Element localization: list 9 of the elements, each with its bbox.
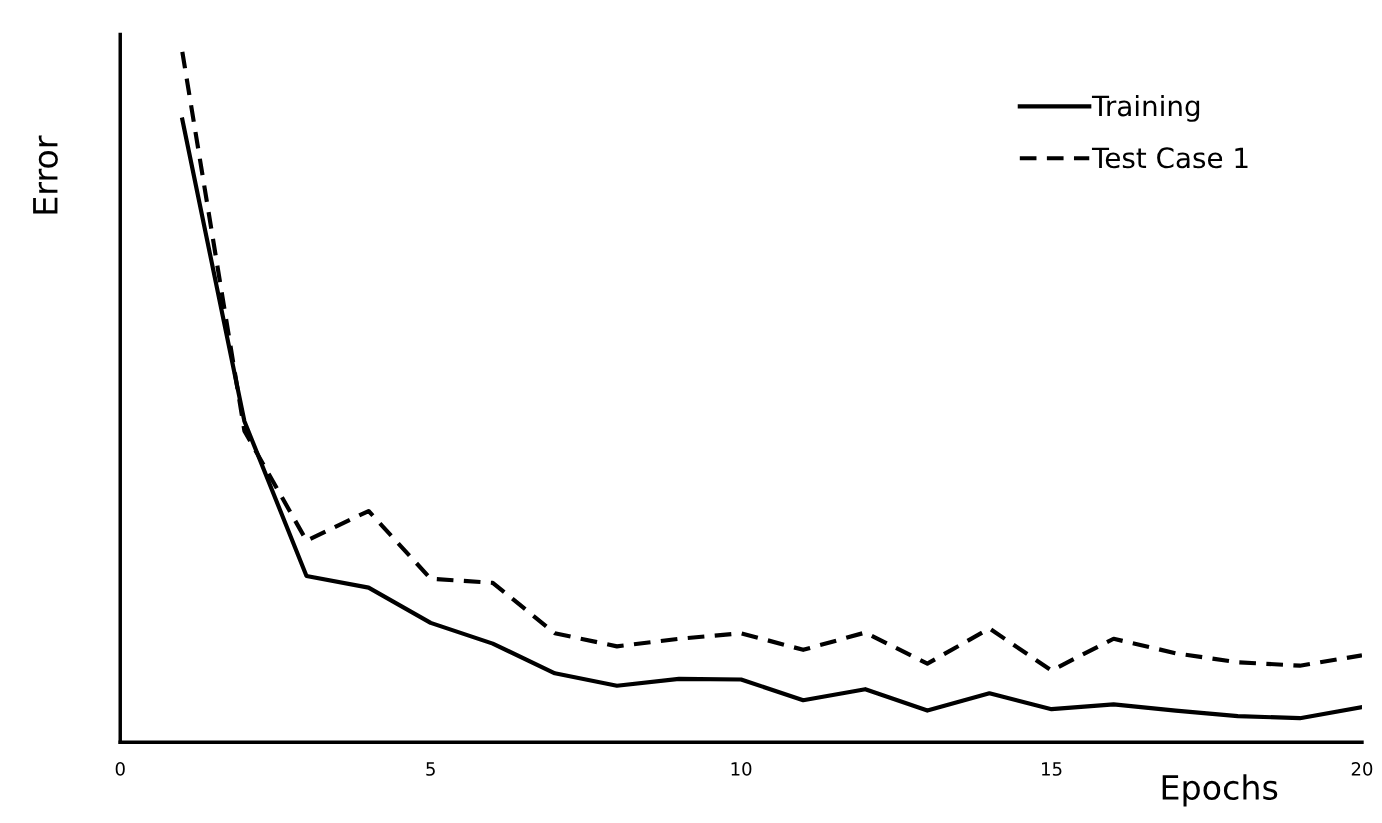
legend-label: Training [1091, 94, 1200, 122]
legend-label: Test Case 1 [1091, 147, 1248, 169]
x-axis-title: Epochs [1162, 774, 1278, 807]
x-tick-label: 15 [1042, 762, 1062, 776]
x-tick-label: 5 [426, 762, 435, 776]
x-tick-label: 10 [731, 762, 752, 776]
y-axis-title: Error [33, 135, 58, 214]
x-tick-label: 0 [115, 762, 125, 776]
x-tick-label: 20 [1351, 762, 1373, 776]
